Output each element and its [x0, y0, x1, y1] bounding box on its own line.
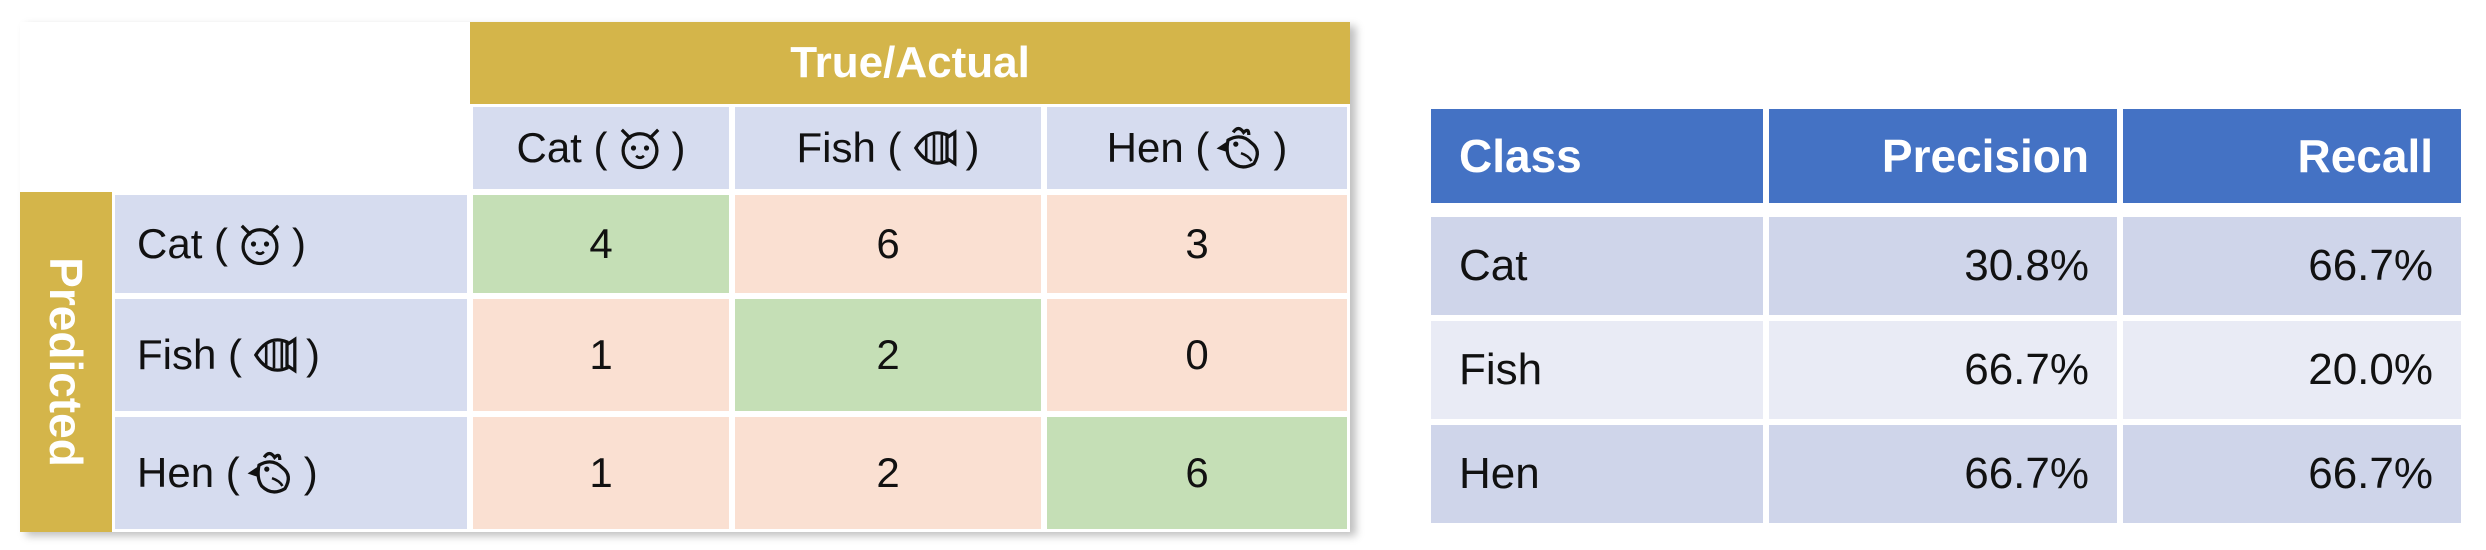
recall-value: 66.7% — [2308, 449, 2433, 498]
header-class-text: Class — [1459, 130, 1582, 182]
col-label-fish-text: Fish ( — [796, 124, 902, 171]
class-name: Hen — [1459, 449, 1540, 498]
cell-fish-cat: 1 — [470, 296, 732, 414]
cell-value: 2 — [876, 449, 900, 496]
cell-value: 4 — [589, 220, 613, 267]
cat-icon — [614, 122, 666, 174]
table-row-cat-recall: 66.7% — [2120, 214, 2464, 318]
cell-value: 2 — [876, 331, 900, 378]
cell-value: 1 — [589, 331, 613, 378]
recall-value: 66.7% — [2308, 241, 2433, 290]
predicted-side-label: Predicted — [20, 192, 112, 532]
recall-value: 20.0% — [2308, 345, 2433, 394]
col-label-cat: Cat ( ) — [470, 104, 732, 192]
precision-value: 66.7% — [1964, 345, 2089, 394]
cell-hen-fish: 2 — [732, 414, 1044, 532]
table-row-hen-recall: 66.7% — [2120, 422, 2464, 526]
table-row-fish-recall: 20.0% — [2120, 318, 2464, 422]
table-row-hen-class: Hen — [1428, 422, 1766, 526]
fish-icon — [908, 122, 960, 174]
col-label-cat-text: Cat ( — [516, 124, 608, 171]
class-name: Cat — [1459, 241, 1528, 290]
header-recall-text: Recall — [2297, 130, 2433, 182]
cell-hen-hen: 6 — [1044, 414, 1350, 532]
precision-value: 30.8% — [1964, 241, 2089, 290]
col-label-hen-text: Hen ( — [1106, 124, 1210, 171]
row-label-fish-text: Fish ( — [137, 331, 242, 378]
table-row-fish-precision: 66.7% — [1766, 318, 2120, 422]
row-label-hen-text: Hen ( — [137, 449, 240, 496]
hen-icon — [246, 447, 298, 499]
table-row-cat-class: Cat — [1428, 214, 1766, 318]
hen-icon — [1215, 122, 1267, 174]
table-row-hen-precision: 66.7% — [1766, 422, 2120, 526]
precision-value: 66.7% — [1964, 449, 2089, 498]
cell-value: 3 — [1185, 220, 1209, 267]
true-actual-label: True/Actual — [790, 38, 1030, 87]
col-label-cat-close: ) — [671, 124, 686, 171]
cell-value: 0 — [1185, 331, 1209, 378]
col-label-fish: Fish ( ) — [732, 104, 1044, 192]
table-row-cat-precision: 30.8% — [1766, 214, 2120, 318]
row-label-cat-text: Cat ( — [137, 220, 229, 267]
cell-fish-fish: 2 — [732, 296, 1044, 414]
cell-cat-hen: 3 — [1044, 192, 1350, 296]
class-name: Fish — [1459, 345, 1543, 394]
row-label-hen: Hen ( ) — [112, 414, 470, 532]
row-label-fish-close: ) — [306, 331, 320, 378]
cell-value: 6 — [876, 220, 900, 267]
cat-icon — [234, 218, 286, 270]
predicted-label: Predicted — [40, 257, 92, 467]
cell-hen-cat: 1 — [470, 414, 732, 532]
header-precision-text: Precision — [1881, 130, 2089, 182]
cell-cat-cat: 4 — [470, 192, 732, 296]
cell-value: 6 — [1185, 449, 1209, 496]
header-class: Class — [1428, 106, 1766, 206]
header-recall: Recall — [2120, 106, 2464, 206]
cell-cat-fish: 6 — [732, 192, 1044, 296]
col-label-fish-close: ) — [965, 124, 980, 171]
header-precision: Precision — [1766, 106, 2120, 206]
fish-icon — [248, 329, 300, 381]
col-label-hen-close: ) — [1273, 124, 1288, 171]
cell-value: 1 — [589, 449, 613, 496]
row-label-cat-close: ) — [292, 220, 307, 267]
table-row-fish-class: Fish — [1428, 318, 1766, 422]
col-label-hen: Hen ( ) — [1044, 104, 1350, 192]
cell-fish-hen: 0 — [1044, 296, 1350, 414]
true-actual-header: True/Actual — [470, 22, 1350, 104]
row-label-fish: Fish ( ) — [112, 296, 470, 414]
row-label-cat: Cat ( ) — [112, 192, 470, 296]
row-label-hen-close: ) — [303, 449, 318, 496]
